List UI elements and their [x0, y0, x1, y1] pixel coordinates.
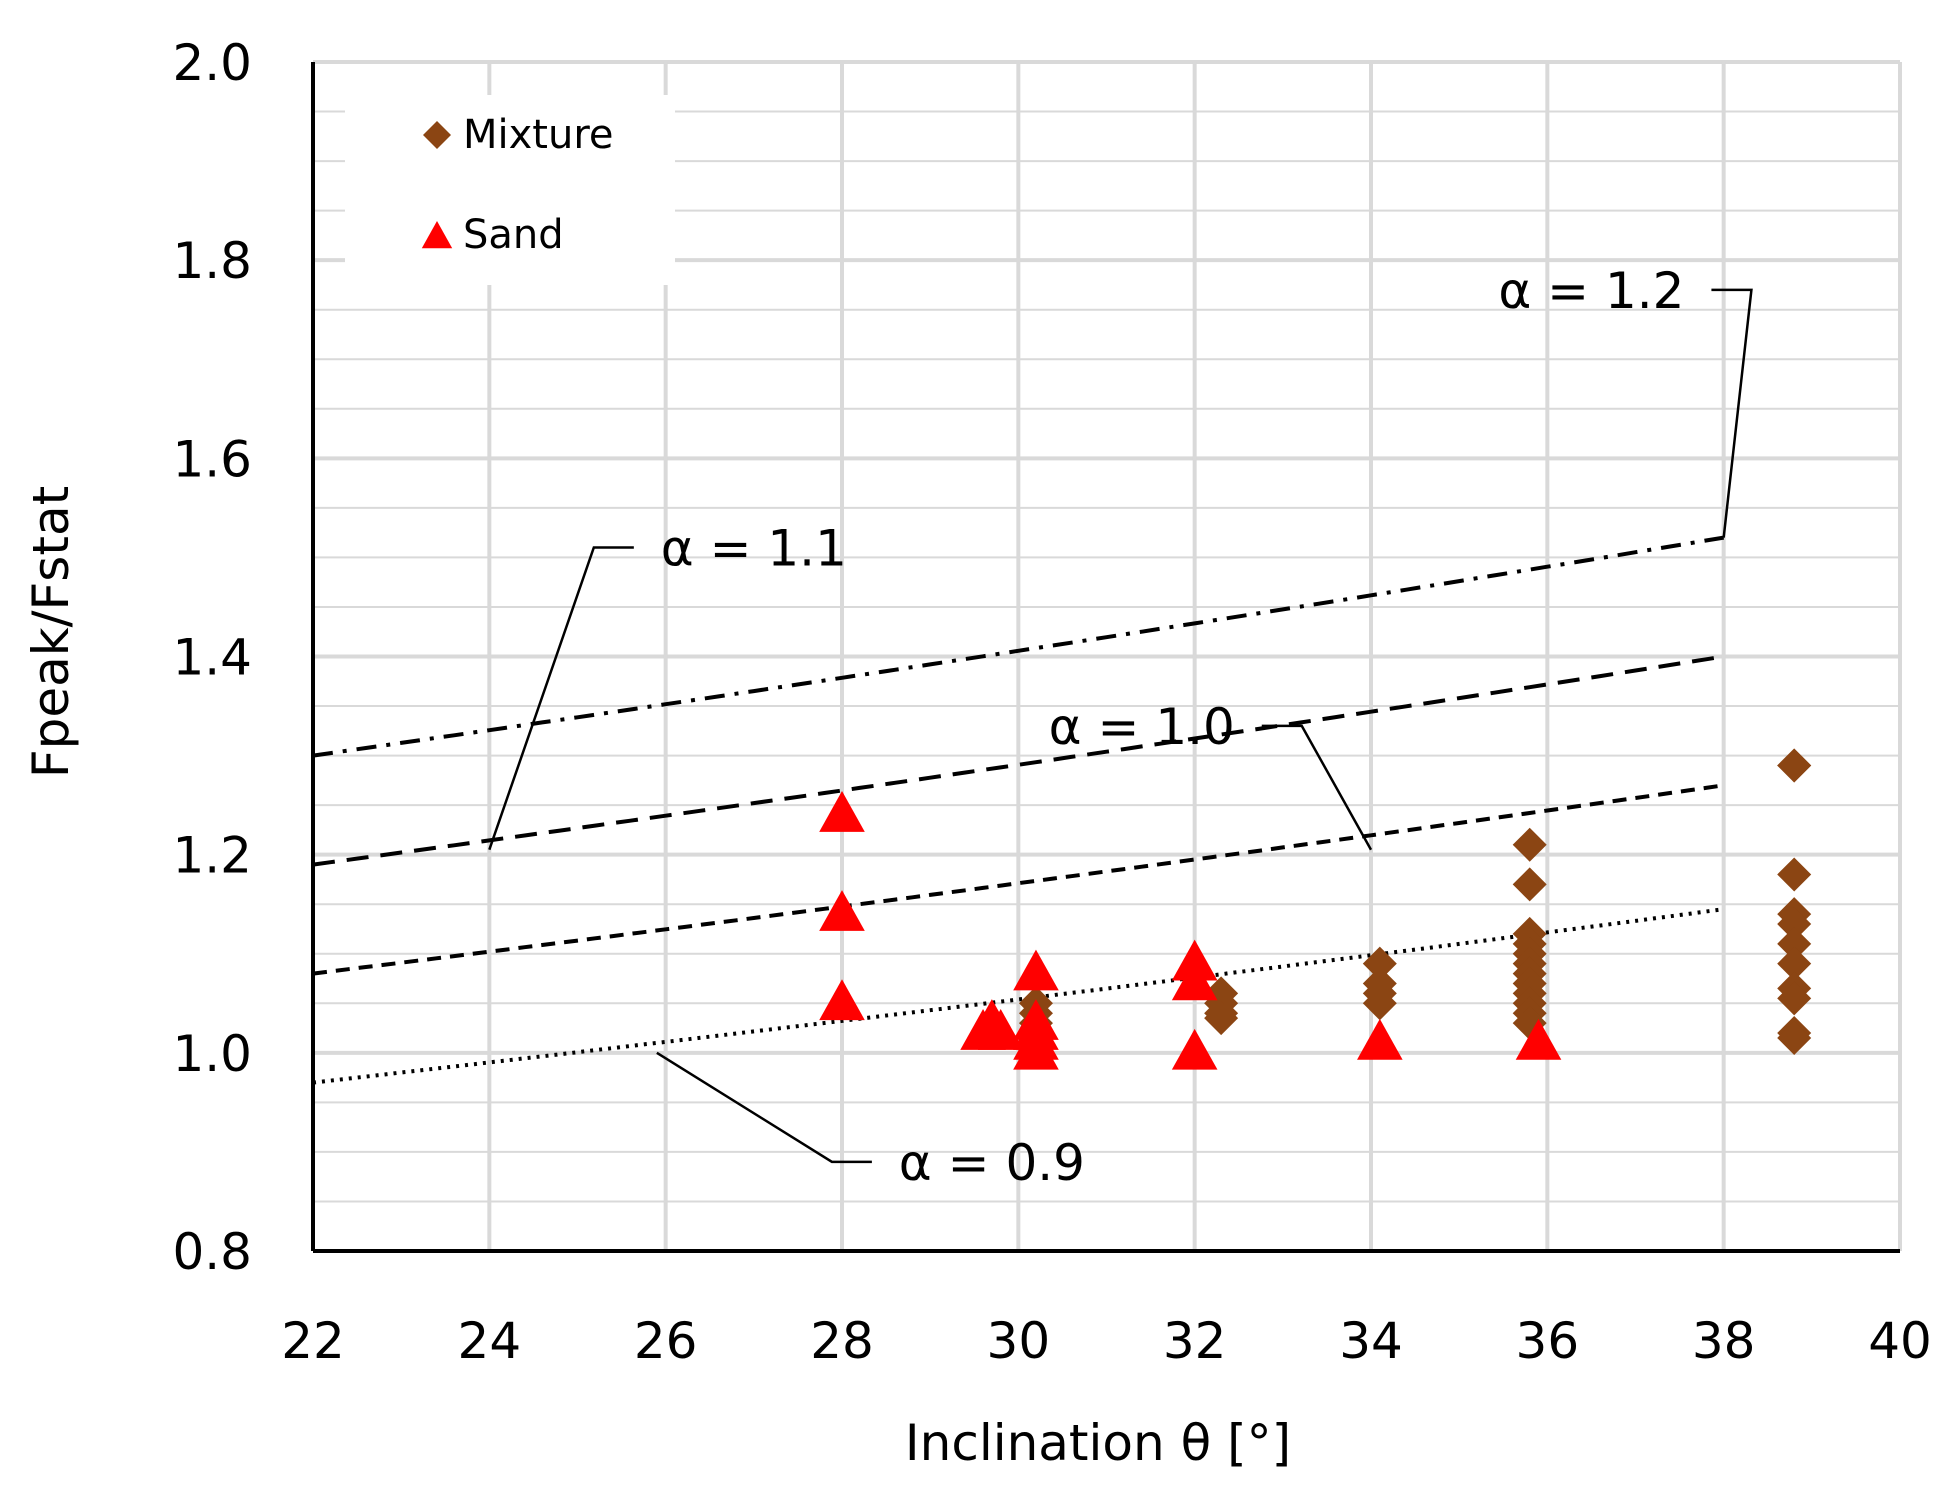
annotation-leader-lines: [488, 288, 1753, 1164]
legend-background: [345, 95, 675, 285]
mixture-point: [1777, 1020, 1812, 1055]
y-tick-label: 1.0: [172, 1025, 252, 1083]
mixture-point: [1204, 1001, 1239, 1036]
legend: Mixture Sand: [345, 95, 675, 285]
grid-minor: [313, 110, 1900, 1203]
legend-sand-marker: [421, 221, 453, 249]
annotation-labels: α = 0.9 α = 1.0 α = 1.1 α = 1.2: [661, 262, 1685, 1192]
sand-point: [1171, 959, 1218, 1001]
alpha-curve: [312, 783, 1724, 976]
sand-point: [819, 890, 865, 931]
curve-label: α = 1.2: [1498, 262, 1684, 320]
alpha-curve: [312, 907, 1724, 1085]
sand-point: [977, 1009, 1024, 1050]
legend-diamond-icon: [423, 121, 451, 149]
curve-label: α = 0.9: [899, 1134, 1085, 1192]
sand-point: [1171, 1028, 1218, 1070]
sand-point: [1013, 949, 1059, 991]
mixture-point: [1512, 827, 1547, 862]
y-tick-label: 0.8: [172, 1223, 252, 1281]
legend-mixture-marker: [423, 121, 451, 149]
mixture-point: [1777, 857, 1812, 892]
x-tick-label: 40: [1868, 1312, 1932, 1370]
y-axis-title: Fpeak/Fstat: [22, 486, 80, 778]
y-tick-label: 1.6: [172, 430, 252, 488]
y-tick-label: 1.4: [172, 629, 252, 687]
sand-point: [1515, 1018, 1562, 1060]
x-tick-label: 36: [1516, 1312, 1580, 1370]
sand-point: [1357, 1018, 1403, 1060]
annotation-leader: [488, 546, 634, 851]
y-tick-label: 1.8: [172, 232, 252, 290]
mixture-point: [1362, 946, 1397, 981]
mixture-point: [1362, 986, 1397, 1021]
x-tick-labels: 22 24 26 28 30 32 34 36 38 40: [281, 1312, 1932, 1370]
annotation-leader: [1711, 288, 1753, 538]
y-tick-label: 1.2: [172, 827, 252, 885]
x-tick-label: 32: [1163, 1312, 1227, 1370]
sand-point: [819, 979, 865, 1021]
curve-label: α = 1.0: [1049, 698, 1235, 756]
legend-mixture-label: Mixture: [463, 112, 614, 158]
mixture-point: [1777, 907, 1812, 942]
alpha-curves: [312, 535, 1725, 1085]
x-tick-label: 30: [987, 1312, 1051, 1370]
alpha-curve: [312, 535, 1725, 758]
x-tick-label: 34: [1339, 1312, 1403, 1370]
x-tick-label: 28: [810, 1312, 874, 1370]
mixture-series: [1018, 748, 1812, 1055]
axes: [311, 62, 1900, 1253]
mixture-point: [1777, 946, 1812, 981]
y-tick-label: 2.0: [172, 34, 252, 92]
mixture-point: [1777, 748, 1812, 783]
x-axis-title: Inclination θ [°]: [905, 1414, 1291, 1472]
sand-point: [819, 791, 865, 832]
legend-triangle-icon: [421, 221, 453, 249]
sand-series: [819, 791, 1562, 1070]
x-tick-label: 22: [281, 1312, 345, 1370]
annotation-leader: [656, 1051, 872, 1164]
annotation-leader: [1261, 724, 1373, 851]
curve-label: α = 1.1: [661, 520, 847, 578]
x-tick-label: 24: [458, 1312, 522, 1370]
y-tick-labels: 0.8 1.0 1.2 1.4 1.6 1.8 2.0: [172, 34, 252, 1281]
x-tick-label: 38: [1692, 1312, 1756, 1370]
mixture-point: [1777, 926, 1812, 961]
legend-sand-label: Sand: [463, 212, 564, 258]
mixture-point: [1512, 867, 1547, 902]
mixture-point: [1777, 981, 1812, 1016]
sand-point: [1013, 1028, 1059, 1070]
x-tick-label: 26: [634, 1312, 698, 1370]
